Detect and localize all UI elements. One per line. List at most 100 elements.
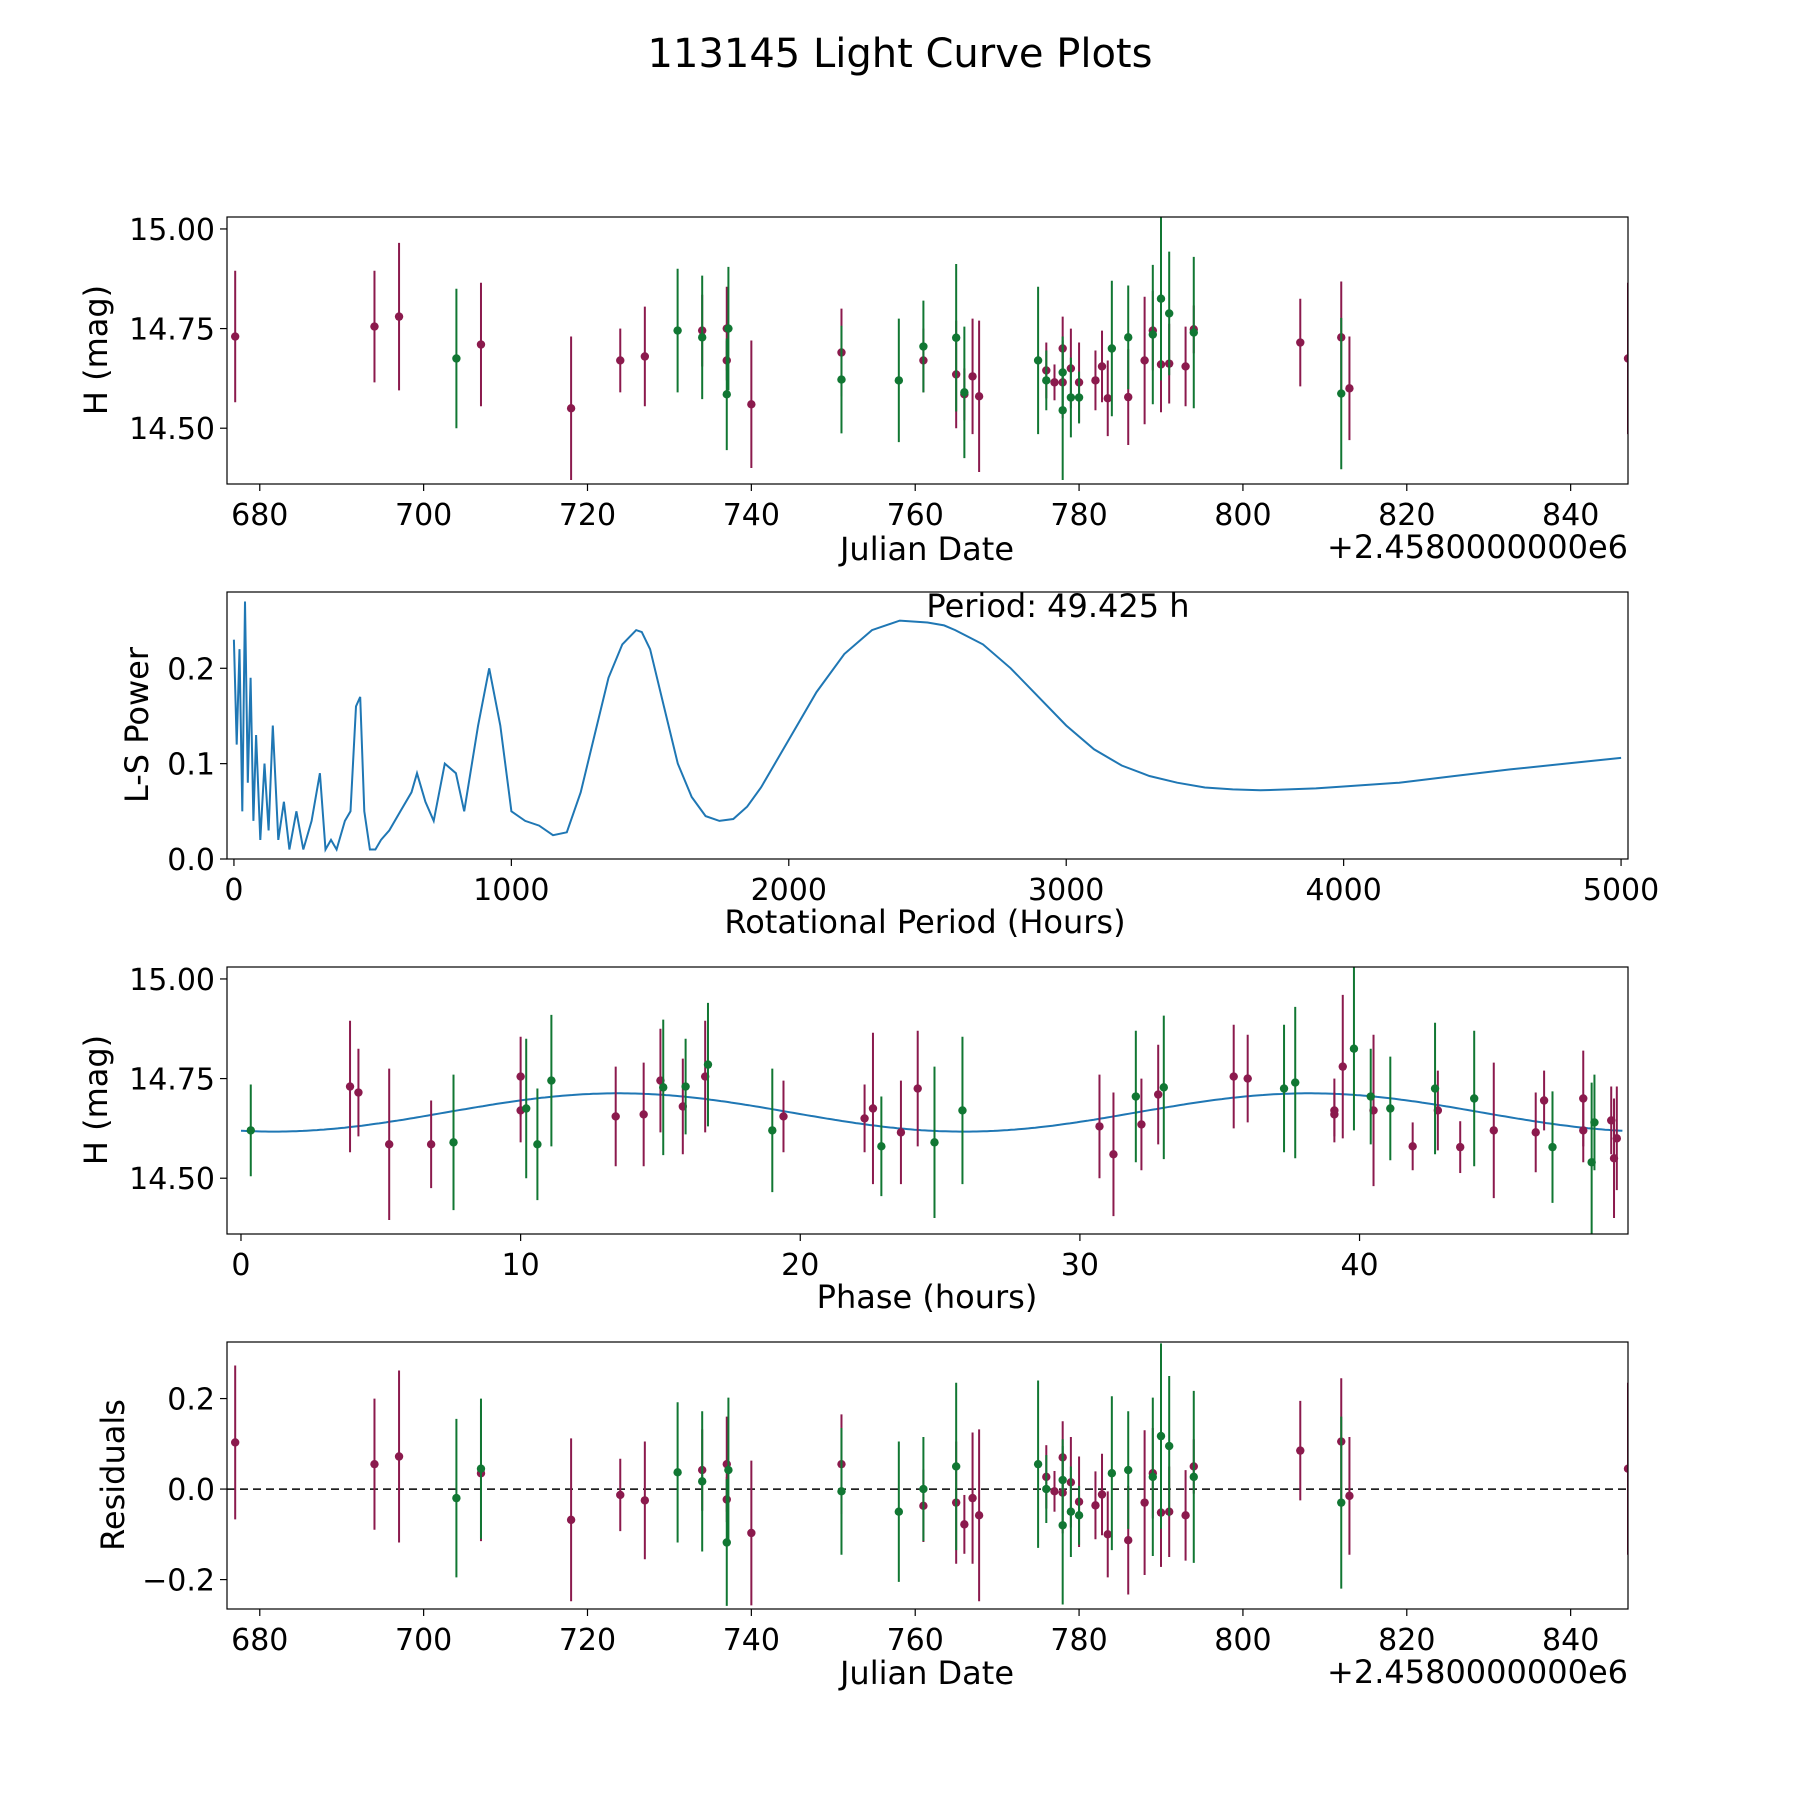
phased-red-point <box>1095 1074 1104 1179</box>
residuals-marker <box>951 1462 961 1471</box>
lightcurve-green-point <box>1189 256 1198 409</box>
phased-green-point <box>1386 1056 1395 1161</box>
residuals-xtick-label: 740 <box>723 1623 780 1658</box>
phased-red-point <box>860 1084 869 1153</box>
lightcurve-red-point <box>1103 360 1112 437</box>
phased-green-point <box>1430 1022 1440 1155</box>
lightcurve-marker <box>1066 393 1076 402</box>
residuals-marker <box>1337 1498 1346 1507</box>
lightcurve-green-point <box>1124 285 1133 390</box>
periodogram-xtick-label: 3000 <box>1028 873 1104 908</box>
phased-marker <box>1579 1094 1588 1103</box>
periodogram-xtick-label: 0 <box>224 873 243 908</box>
phased-marks <box>240 967 1623 1234</box>
residuals-marker <box>1148 1472 1158 1482</box>
phased-marker <box>1489 1126 1498 1135</box>
phased-green-point <box>958 1036 967 1185</box>
phased-xtick-label: 0 <box>231 1248 250 1283</box>
phased-green-point <box>930 1066 939 1219</box>
phased-marker <box>384 1140 394 1149</box>
phased-marker <box>1291 1078 1300 1087</box>
phased-green-point <box>547 1014 556 1147</box>
residuals-green-point <box>697 1411 707 1552</box>
lightcurve-marker <box>722 390 731 399</box>
residuals-marker <box>919 1484 928 1494</box>
lightcurve-marker <box>1623 354 1628 363</box>
phased-red-point <box>354 1048 363 1137</box>
residuals-red-point <box>1140 1430 1149 1576</box>
phased-xtick-label: 10 <box>502 1248 540 1283</box>
phased-green-point <box>659 1019 668 1156</box>
lightcurve-marker <box>1181 362 1190 371</box>
phased-red-point <box>1539 1070 1549 1131</box>
residuals-red-point <box>974 1429 984 1602</box>
lightcurve-marker <box>747 400 756 409</box>
lightcurve-red-point <box>1097 330 1107 403</box>
periodogram-line <box>232 601 1622 853</box>
residuals-ytick-label: −0.2 <box>142 1564 215 1599</box>
lightcurve-marker <box>1345 384 1354 393</box>
phased-red-point <box>1330 1092 1339 1137</box>
lightcurve-red-point <box>747 340 756 469</box>
lightcurve-marker <box>673 326 682 335</box>
residuals-xtick-label: 700 <box>395 1623 452 1658</box>
phased-panel: 0 10 20 30 40 14.50 14.75 15.00 Phase (hours) H… <box>77 963 1629 1316</box>
phased-red-point <box>384 1068 394 1221</box>
lightcurve-marker <box>1164 309 1174 318</box>
phased-red-point <box>1489 1062 1498 1199</box>
periodogram-axes-frame <box>226 591 1629 860</box>
residuals-green-point <box>724 1397 733 1543</box>
lightcurve-marker <box>1148 330 1158 339</box>
phased-marker <box>516 1072 525 1081</box>
residuals-red-point <box>1181 1470 1190 1561</box>
phased-green-point <box>1159 1015 1168 1160</box>
lightcurve-ytick-label: 14.75 <box>129 313 215 348</box>
lightcurve-marker <box>1140 356 1149 365</box>
residuals-marker <box>1091 1501 1100 1510</box>
periodogram-ytick-label: 0.2 <box>167 652 215 687</box>
lightcurve-green-point <box>724 266 733 391</box>
phased-red-point <box>779 1080 788 1153</box>
lightcurve-marker <box>1107 344 1117 353</box>
lightcurve-green-point <box>1164 251 1174 376</box>
residuals-red-point <box>960 1494 969 1554</box>
phased-marker <box>246 1126 255 1135</box>
lightcurve-marks <box>230 217 1628 481</box>
residuals-marker <box>673 1468 682 1477</box>
phased-xtick-label: 40 <box>1340 1248 1378 1283</box>
residuals-xtick-label: 820 <box>1378 1623 1435 1658</box>
residuals-green-point <box>1189 1390 1198 1563</box>
phased-green-point <box>877 1096 886 1197</box>
phased-red-point <box>611 1066 620 1167</box>
residuals-green-point <box>476 1398 486 1539</box>
lightcurve-marker <box>974 392 984 401</box>
residuals-xtick-label: 780 <box>1050 1623 1107 1658</box>
residuals-marker <box>1124 1465 1133 1475</box>
phased-red-point <box>1243 1034 1252 1123</box>
residuals-marker <box>1164 1441 1174 1451</box>
lightcurve-red-point <box>1140 296 1149 425</box>
phased-red-point <box>1456 1121 1465 1174</box>
residuals-marker <box>1623 1464 1628 1473</box>
phased-ticks: 0 10 20 30 40 14.50 14.75 15.00 <box>129 963 1379 1283</box>
lightcurve-clip-group <box>230 217 1628 481</box>
lightcurve-marker <box>1296 338 1305 347</box>
residuals-marker <box>1050 1487 1059 1496</box>
residuals-red-point <box>1296 1400 1305 1501</box>
phased-marker <box>930 1138 939 1147</box>
residuals-marker <box>1124 1536 1133 1545</box>
periodogram-ylabel: L-S Power <box>118 646 156 803</box>
residuals-red-point <box>640 1441 650 1560</box>
phased-axes-frame <box>226 966 1629 1235</box>
residuals-red-point <box>1103 1491 1112 1578</box>
residuals-clip-group <box>227 1343 1628 1606</box>
phased-red-point <box>1109 1092 1118 1217</box>
residuals-red-point <box>616 1458 625 1532</box>
periodogram-xlabel: Rotational Period (Hours) <box>724 903 1125 941</box>
lightcurve-green-point <box>1156 217 1166 381</box>
residuals-axes-frame <box>226 1341 1629 1610</box>
lightcurve-marker <box>1074 393 1084 402</box>
phased-marker <box>611 1112 620 1121</box>
lightcurve-red-point <box>370 270 379 383</box>
lightcurve-green-point <box>1074 371 1084 424</box>
